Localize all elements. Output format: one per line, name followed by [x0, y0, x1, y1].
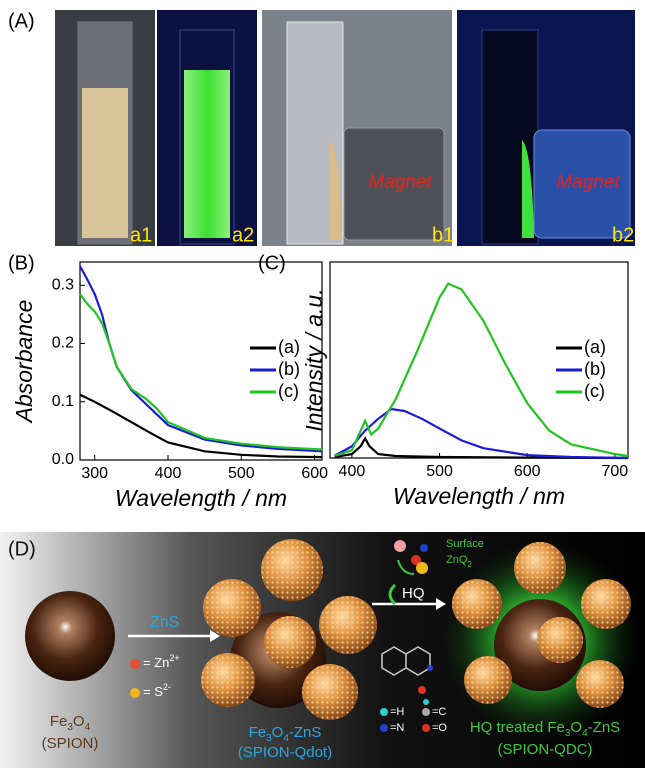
legend-label: (c) — [278, 381, 299, 401]
magnet-label: Magnet — [556, 172, 620, 193]
surface-label: Surface — [446, 538, 484, 550]
photo-b2: Magnet b2 — [457, 10, 635, 246]
panel-label: (A) — [8, 10, 35, 32]
qdc-name: (SPION-QDC) — [498, 741, 593, 758]
quantum-dot-texture — [261, 539, 323, 601]
magnet-label: Magnet — [368, 172, 432, 193]
y-tick-label: 0.0 — [52, 451, 74, 468]
series-line — [334, 409, 628, 458]
photo-label: b2 — [612, 224, 634, 246]
quantum-dot-texture — [581, 579, 631, 629]
panel-label: (B) — [8, 252, 35, 274]
atom-legend: =C — [432, 706, 446, 718]
atom — [394, 540, 406, 552]
panel-label: (D) — [8, 538, 36, 560]
liquid — [82, 88, 128, 238]
legend-label: (b) — [278, 359, 300, 379]
x-tick-label: 600 — [514, 463, 541, 480]
legend-label: (c) — [584, 381, 605, 401]
atom — [418, 686, 426, 694]
quantum-dot-texture — [264, 616, 316, 668]
quantum-dot-texture — [464, 656, 512, 704]
quantum-dot-texture — [537, 617, 583, 663]
x-tick-label: 400 — [339, 463, 366, 480]
y-tick-label: 0.1 — [52, 393, 74, 410]
photo-label: a2 — [232, 224, 254, 246]
o-icon — [422, 724, 430, 732]
atom-legend: =N — [390, 722, 404, 734]
y-axis-title: Intensity / a.u. — [301, 288, 327, 431]
c-icon — [422, 708, 430, 716]
atom-legend: =H — [390, 706, 404, 718]
panel-label: (C) — [258, 252, 286, 274]
atom — [420, 544, 428, 552]
y-tick-label: 0.2 — [52, 335, 74, 352]
zn-icon — [130, 659, 140, 669]
hq-label: HQ — [402, 585, 425, 602]
x-tick-label: 700 — [602, 463, 629, 480]
photo-a1: a1 — [55, 10, 155, 246]
x-tick-label: 500 — [426, 463, 453, 480]
atom — [423, 699, 429, 705]
figure: (A) a1 a2 Magnet b1 Magnet b2 (D) Fe3O4 … — [0, 0, 645, 768]
legend-label: (a) — [278, 337, 300, 357]
schematic: (D) Fe3O4 (SPION) ZnS = Zn2+ = S2- Fe3O4… — [0, 532, 645, 768]
quantum-dot-texture — [514, 542, 566, 594]
x-tick-label: 600 — [301, 465, 328, 482]
photo-label: a1 — [130, 224, 152, 246]
x-axis-title: Wavelength / nm — [115, 485, 287, 511]
liquid — [184, 70, 230, 238]
photo-label: b1 — [432, 224, 454, 246]
x-tick-label: 300 — [81, 465, 108, 482]
y-tick-label: 0.3 — [52, 277, 74, 294]
photo-a2: a2 — [157, 10, 257, 246]
n-icon — [380, 724, 388, 732]
x-tick-label: 500 — [228, 465, 255, 482]
qdot-name: (SPION-Qdot) — [238, 744, 332, 761]
legend-label: (b) — [584, 359, 606, 379]
atom — [416, 562, 428, 574]
quantum-dot-texture — [452, 579, 502, 629]
spion-particle — [25, 591, 115, 681]
atom-legend: =O — [432, 722, 447, 734]
atom — [427, 665, 433, 671]
y-axis-title: Absorbance — [11, 300, 37, 425]
spion-name: (SPION) — [42, 735, 99, 752]
legend-label: (a) — [584, 337, 606, 357]
quantum-dot-texture — [319, 596, 377, 654]
x-axis-title: Wavelength / nm — [393, 483, 565, 509]
quantum-dot-texture — [302, 664, 358, 720]
photo-b1: Magnet b1 — [262, 10, 454, 246]
s-icon — [130, 688, 140, 698]
h-icon — [380, 708, 388, 716]
arrow-label: ZnS — [150, 614, 179, 631]
quantum-dot-texture — [576, 660, 624, 708]
quantum-dot-texture — [203, 579, 261, 637]
quantum-dot-texture — [201, 653, 255, 707]
x-tick-label: 400 — [155, 465, 182, 482]
